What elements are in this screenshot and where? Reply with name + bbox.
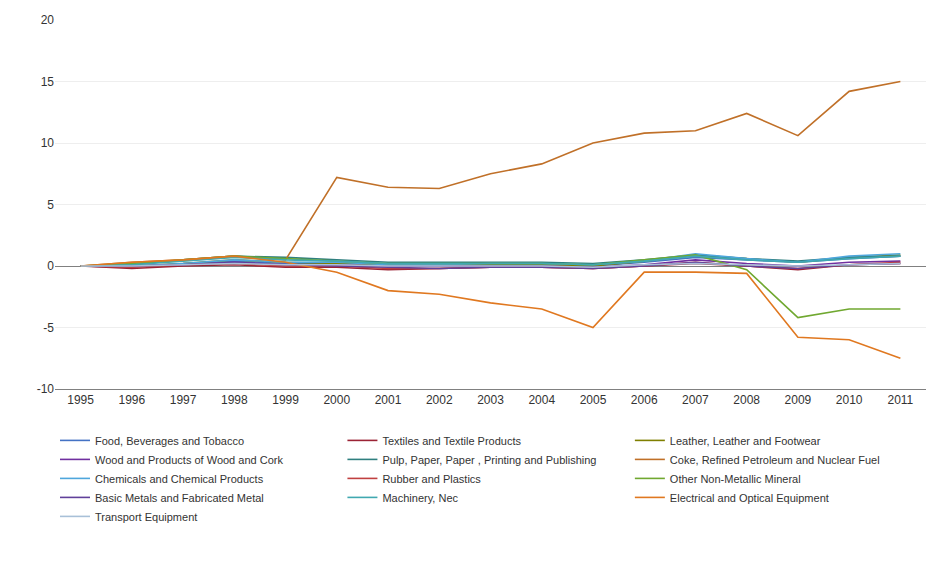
svg-text:2004: 2004 (528, 393, 555, 407)
svg-text:Transport Equipment: Transport Equipment (95, 511, 197, 523)
svg-text:5: 5 (47, 198, 54, 212)
svg-text:15: 15 (41, 75, 55, 89)
svg-text:Chemicals and Chemical Product: Chemicals and Chemical Products (95, 473, 264, 485)
svg-text:2005: 2005 (580, 393, 607, 407)
svg-text:1995: 1995 (67, 393, 94, 407)
svg-text:Other Non-Metallic Mineral: Other Non-Metallic Mineral (670, 473, 801, 485)
svg-text:Leather, Leather and Footwear: Leather, Leather and Footwear (670, 435, 821, 447)
svg-text:2010: 2010 (836, 393, 863, 407)
svg-text:2000: 2000 (323, 393, 350, 407)
svg-text:2002: 2002 (426, 393, 453, 407)
svg-text:0: 0 (47, 259, 54, 273)
svg-text:2006: 2006 (631, 393, 658, 407)
svg-text:2001: 2001 (375, 393, 402, 407)
svg-text:Coke, Refined Petroleum and Nu: Coke, Refined Petroleum and Nuclear Fuel (670, 454, 880, 466)
svg-text:Wood and Products of Wood and: Wood and Products of Wood and Cork (95, 454, 283, 466)
svg-text:Rubber and Plastics: Rubber and Plastics (382, 473, 481, 485)
svg-text:Textiles and Textile Products: Textiles and Textile Products (382, 435, 521, 447)
svg-text:1999: 1999 (272, 393, 299, 407)
svg-text:Pulp, Paper, Paper , Printing: Pulp, Paper, Paper , Printing and Publis… (382, 454, 596, 466)
svg-text:2008: 2008 (733, 393, 760, 407)
svg-text:-10: -10 (37, 382, 55, 396)
svg-text:10: 10 (41, 136, 55, 150)
svg-text:Basic Metals and Fabricated Me: Basic Metals and Fabricated Metal (95, 492, 264, 504)
svg-text:2009: 2009 (785, 393, 812, 407)
svg-text:1996: 1996 (118, 393, 145, 407)
svg-text:-5: -5 (43, 321, 54, 335)
svg-text:2003: 2003 (477, 393, 504, 407)
svg-text:Food, Beverages and Tobacco: Food, Beverages and Tobacco (95, 435, 244, 447)
svg-text:Machinery, Nec: Machinery, Nec (382, 492, 458, 504)
svg-text:20: 20 (41, 13, 55, 27)
svg-text:1997: 1997 (170, 393, 197, 407)
svg-text:1998: 1998 (221, 393, 248, 407)
svg-text:2011: 2011 (887, 393, 913, 407)
svg-text:Electrical and Optical Equipme: Electrical and Optical Equipment (670, 492, 829, 504)
svg-text:2007: 2007 (682, 393, 709, 407)
